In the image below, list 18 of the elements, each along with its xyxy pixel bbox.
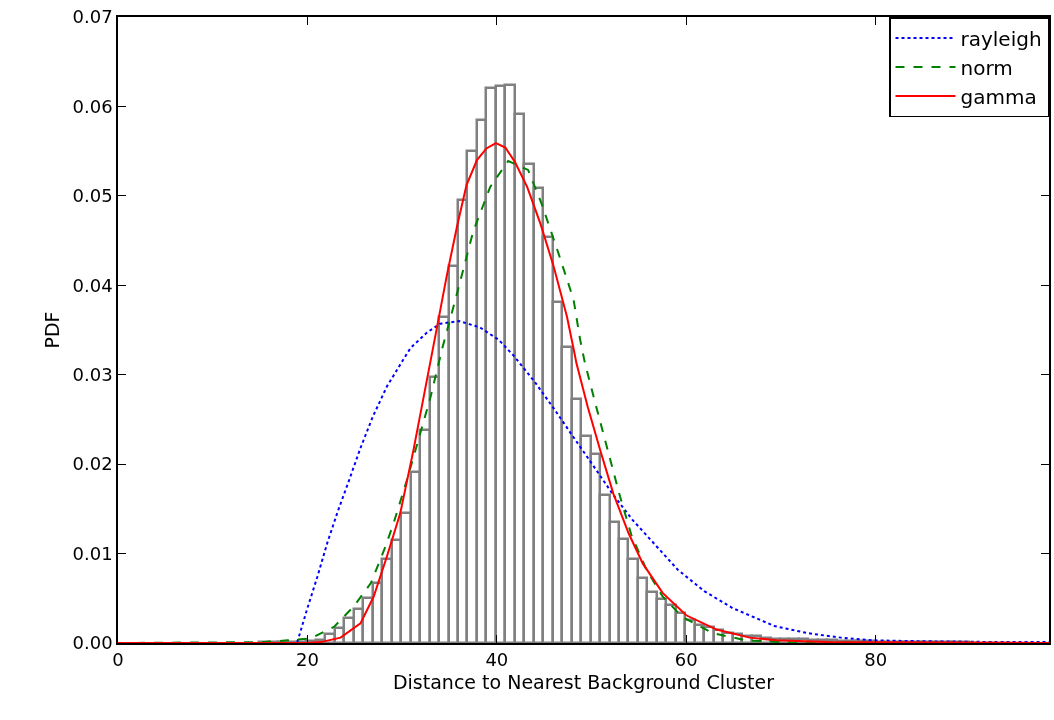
x-axis-title: Distance to Nearest Background Cluster (392, 670, 775, 693)
x-tick-label: 20 (295, 649, 319, 671)
y-tick-label: 0.01 (72, 542, 113, 564)
y-tick-label: 0.00 (72, 632, 113, 654)
legend-label: gamma (960, 84, 1037, 109)
y-tick-label: 0.03 (72, 364, 113, 386)
x-tick-label: 80 (864, 649, 888, 671)
y-tick-label: 0.04 (72, 274, 113, 296)
x-tick-label: 60 (674, 649, 698, 671)
y-tick-label: 0.06 (72, 95, 113, 117)
x-tick-label: 40 (485, 649, 509, 671)
y-tick-label: 0.02 (72, 453, 113, 475)
legend-label: norm (960, 55, 1013, 80)
x-tick-label: 0 (112, 649, 124, 671)
legend-label: rayleigh (960, 26, 1042, 51)
y-tick-label: 0.07 (72, 6, 113, 28)
y-tick-label: 0.05 (72, 185, 113, 207)
y-axis-title: PDF (40, 311, 63, 349)
